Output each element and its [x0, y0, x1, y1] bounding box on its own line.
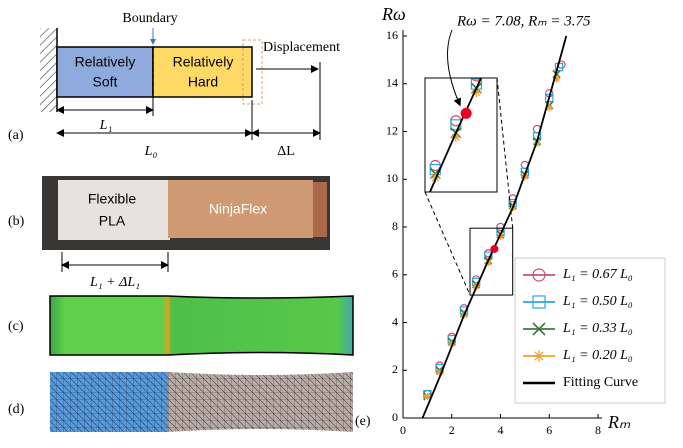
y-tick-label: 16 — [386, 28, 398, 42]
pla-label: PLA — [99, 213, 126, 229]
x-tick-label: 8 — [595, 423, 601, 437]
x-tick-label: 4 — [498, 423, 504, 437]
point — [410, 222, 420, 232]
displacement-label: Displacement — [263, 40, 340, 55]
y-tick-label: 0 — [392, 410, 398, 424]
y-tick-label: 10 — [386, 171, 398, 185]
panel-c: (c) — [8, 296, 353, 355]
point — [369, 319, 379, 329]
point — [348, 356, 358, 366]
zoom-link — [425, 192, 470, 295]
y-tick-label: 2 — [392, 362, 398, 376]
y-tick-label: 12 — [386, 123, 398, 137]
highlight-point — [461, 108, 472, 119]
y-axis-label: Rω — [381, 4, 406, 24]
hard-label: Hard — [188, 74, 218, 90]
highlight-point — [490, 245, 498, 253]
legend-label: L₁ = 0.33 L₀ — [562, 321, 633, 336]
point — [492, 34, 502, 44]
hard-label: Relatively — [173, 54, 234, 70]
legend-label: Fitting Curve — [563, 375, 638, 390]
panel-label: (c) — [8, 319, 24, 334]
y-tick-label: 6 — [392, 267, 398, 281]
point — [492, 38, 502, 48]
y-tick-label: 14 — [386, 76, 398, 90]
pla-label: Flexible — [88, 191, 136, 207]
x-tick-label: 2 — [449, 423, 455, 437]
boundary-label: Boundary — [122, 11, 177, 26]
x-tick-label: 0 — [400, 423, 406, 437]
soft-label: Relatively — [75, 54, 136, 70]
point — [348, 360, 358, 370]
figure: Boundary Relatively Soft Relatively Hard… — [0, 0, 683, 443]
x-tick-label: 6 — [546, 423, 552, 437]
panel-a: Boundary Relatively Soft Relatively Hard… — [8, 11, 340, 159]
point — [348, 360, 358, 370]
y-tick-label: 8 — [392, 219, 398, 233]
l0-label: L₀ — [144, 144, 158, 159]
dl-label: ΔL — [277, 144, 295, 159]
soft-label: Soft — [93, 74, 118, 90]
point — [492, 30, 502, 40]
dim-label: L₁ + ΔL₁ — [89, 275, 140, 290]
y-tick-label: 4 — [392, 314, 398, 328]
zoom-link — [497, 78, 513, 228]
panel-d: (d) — [8, 372, 353, 432]
legend-label: L₁ = 0.67 L₀ — [562, 267, 633, 282]
point — [369, 315, 379, 325]
panel-label: (a) — [8, 128, 24, 143]
panel-b: Flexible PLA NinjaFlex L₁ + ΔL₁ (b) — [8, 176, 330, 290]
legend-label: L₁ = 0.20 L₀ — [562, 348, 633, 363]
point — [410, 209, 420, 219]
point — [533, 350, 545, 362]
panel-label: (d) — [8, 402, 25, 417]
point — [348, 356, 358, 366]
annotation: Rω = 7.08, Rₘ = 3.75 — [456, 13, 591, 29]
point — [369, 311, 379, 321]
x-axis-label: Rₘ — [607, 412, 631, 432]
ninja-label: NinjaFlex — [209, 201, 267, 217]
point — [369, 307, 379, 317]
legend-label: L₁ = 0.50 L₀ — [562, 294, 633, 309]
panel-label: (b) — [8, 214, 25, 229]
panel-label: (e) — [355, 414, 371, 429]
l1-label: L₁ — [99, 118, 113, 133]
point — [410, 218, 420, 228]
point — [410, 213, 420, 223]
